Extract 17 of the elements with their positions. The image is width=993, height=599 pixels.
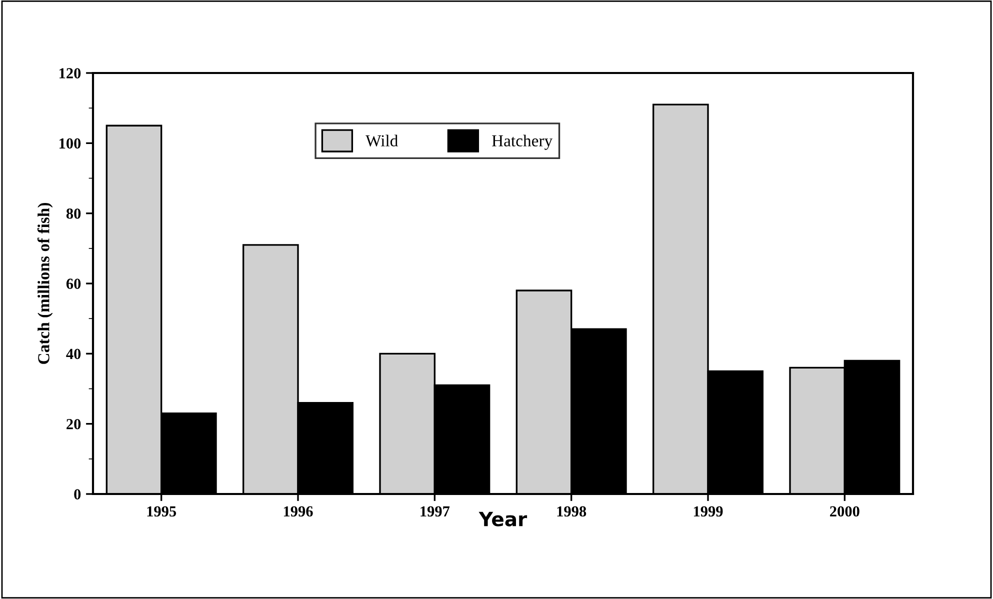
y-tick-label: 100 [60,138,81,149]
x-axis-title: Year [478,512,528,526]
y-tick-label: 80 [66,208,81,219]
y-tick-label: 60 [66,278,81,289]
y-axis-title: Catch (millions of fish) [37,202,53,364]
x-tick-label: 1995 [147,506,176,517]
y-tick-label: 40 [66,348,81,360]
y-tick-label: 20 [66,418,81,430]
legend-label: Hatchery [492,134,553,150]
x-tick-label: 1996 [284,506,313,517]
x-tick-label: 2000 [830,506,860,517]
y-tick-label: 0 [74,489,81,500]
y-tick-label: 120 [60,68,81,78]
x-tick-label: 1999 [694,506,723,517]
legend-label: Wild [366,134,398,147]
x-tick-label: 1998 [557,506,586,517]
x-tick-label: 1997 [420,506,450,517]
